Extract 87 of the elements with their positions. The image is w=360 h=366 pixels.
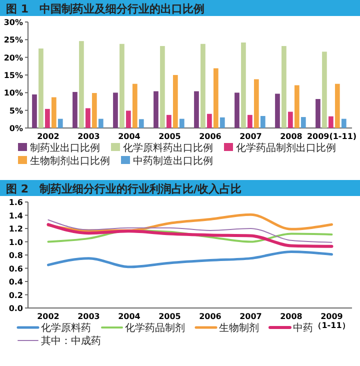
bar xyxy=(241,42,246,128)
x-tick-label: 2009(1-11) xyxy=(306,132,357,141)
line-series xyxy=(47,250,333,268)
bar xyxy=(179,118,184,128)
legend-label: 中药 xyxy=(293,322,313,334)
line-series xyxy=(46,223,334,248)
x-tick-label: 2008 xyxy=(280,132,303,141)
bar xyxy=(86,108,90,128)
bar xyxy=(160,46,165,128)
chart-title: 图 1 中国制药业及细分行业的出口比例 xyxy=(6,2,204,16)
y-tick-label: 5% xyxy=(9,106,23,116)
bar xyxy=(92,93,97,128)
bar xyxy=(316,99,320,128)
bar xyxy=(200,44,206,128)
legend-label: 其中：中成药 xyxy=(41,335,101,347)
bar xyxy=(322,52,327,128)
x-tick-label: 2005 xyxy=(158,132,182,141)
bar xyxy=(254,79,259,128)
bar xyxy=(300,117,306,128)
bar xyxy=(138,119,144,128)
y-tick-label: 0.0 xyxy=(8,304,24,313)
x-tick-label: 2004 xyxy=(118,312,141,321)
y-tick-label: 15% xyxy=(4,71,23,80)
bar xyxy=(207,114,212,128)
bar xyxy=(51,97,56,128)
bar xyxy=(154,91,158,128)
x-tick-label: 2008 xyxy=(280,312,303,321)
legend-label: 化学原料药 xyxy=(41,322,91,334)
x-tick-label: 2007 xyxy=(240,132,262,141)
bar xyxy=(220,117,225,128)
bar xyxy=(132,84,138,128)
x-tick-label: 2007 xyxy=(240,312,262,321)
bar xyxy=(341,118,346,128)
bar xyxy=(275,94,280,128)
x-tick-label: 2003 xyxy=(78,312,100,321)
y-tick-label: 1.0 xyxy=(8,238,24,247)
y-tick-label: 0.6 xyxy=(8,264,24,274)
bar xyxy=(113,92,118,128)
y-tick-label: 10% xyxy=(4,88,23,98)
y-tick-label: 0% xyxy=(9,124,23,133)
bar xyxy=(328,116,334,128)
line-series xyxy=(48,219,332,243)
y-tick-label: 1.2 xyxy=(8,224,23,234)
bar xyxy=(334,84,340,128)
bar xyxy=(260,116,266,128)
y-tick-label: 25% xyxy=(4,36,23,45)
x-tick-label: 2003 xyxy=(78,132,100,141)
legend-label: 化学药品制剂出口比例 xyxy=(236,142,336,154)
legend-label: 中药制造出口比例 xyxy=(133,155,213,167)
y-tick-label: 1.6 xyxy=(8,198,24,207)
bar xyxy=(194,91,199,128)
bar xyxy=(72,92,78,128)
x-tick-label: 2004 xyxy=(118,132,141,141)
x-tick-label: 2009（1-11） xyxy=(314,312,350,330)
legend-label: 制药业出口比例 xyxy=(30,142,100,154)
x-tick-label: 2006 xyxy=(199,132,222,141)
y-tick-label: 0.8 xyxy=(8,251,24,260)
bar xyxy=(282,46,286,128)
y-tick-label: 1.4 xyxy=(8,211,24,220)
legend-label: 生物制剂出口比例 xyxy=(30,155,110,167)
legend-label: 化学原料药出口比例 xyxy=(123,142,213,154)
bar xyxy=(58,118,63,128)
bar xyxy=(213,68,218,128)
x-tick-label: 2005 xyxy=(158,312,182,321)
x-tick-label: 2006 xyxy=(199,312,222,321)
y-tick-label: 30% xyxy=(4,18,23,27)
bar xyxy=(45,108,50,128)
bar xyxy=(234,92,240,128)
y-tick-label: 0.4 xyxy=(8,278,24,286)
chart-title: 图 2 制药业细分行业的行业利润占比/收入占比 xyxy=(6,182,242,196)
bar xyxy=(98,118,104,128)
bar xyxy=(288,112,293,128)
bar xyxy=(38,48,44,128)
bar xyxy=(120,44,124,128)
y-tick-label: 20% xyxy=(4,53,23,62)
bar xyxy=(248,114,252,128)
y-tick-label: 0.2 xyxy=(8,290,23,300)
bar xyxy=(172,75,178,128)
legend-label: 化学药品制剂 xyxy=(125,322,185,334)
bar xyxy=(32,94,37,128)
bar xyxy=(294,85,300,128)
x-tick-label: 2002 xyxy=(37,132,60,141)
bar xyxy=(79,41,84,128)
x-tick-label: 2002 xyxy=(37,312,60,321)
bar xyxy=(126,110,131,128)
legend-label: 生物制剂 xyxy=(219,322,259,334)
bar xyxy=(166,114,172,128)
